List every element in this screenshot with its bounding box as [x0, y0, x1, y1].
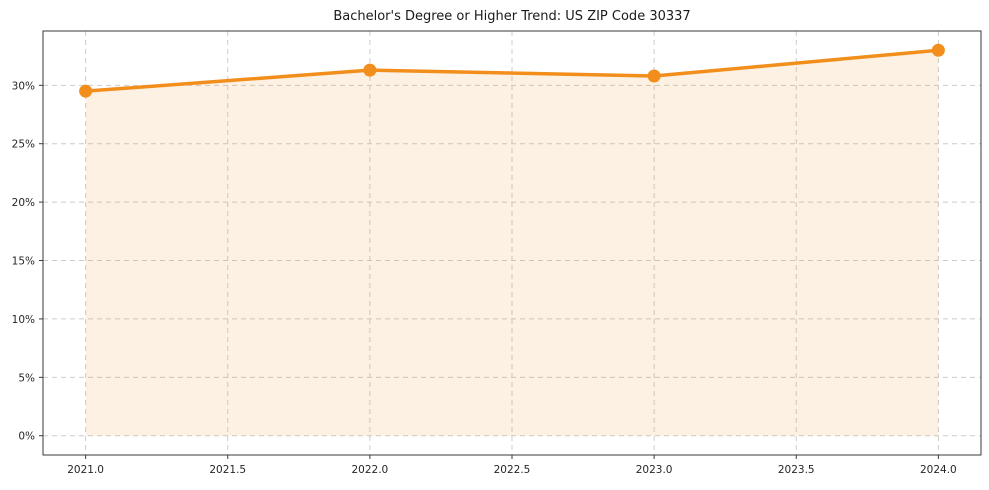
- x-tick-label: 2022.0: [352, 464, 389, 476]
- trend-line: [83, 48, 941, 93]
- data-point-marker: [79, 84, 93, 98]
- x-tick-label: 2023.0: [636, 464, 673, 476]
- y-tick-label: 25%: [12, 139, 35, 151]
- y-tick-label: 10%: [12, 314, 35, 326]
- data-point-marker: [931, 43, 945, 57]
- data-point-marker: [647, 69, 661, 83]
- x-tick-label: 2024.0: [920, 464, 957, 476]
- y-tick-label: 20%: [12, 197, 35, 209]
- y-tick-label: 0%: [18, 431, 35, 443]
- x-tick-label: 2021.0: [67, 464, 104, 476]
- area-fill: [85, 50, 939, 436]
- y-tick-label: 15%: [12, 256, 35, 268]
- chart-title: Bachelor's Degree or Higher Trend: US ZI…: [333, 9, 691, 24]
- x-tick-label: 2021.5: [209, 464, 246, 476]
- x-tick-label: 2023.5: [778, 464, 815, 476]
- x-tick-label: 2022.5: [494, 464, 531, 476]
- y-tick-label: 5%: [18, 372, 35, 384]
- data-point-marker: [363, 63, 377, 77]
- y-tick-label: 30%: [12, 80, 35, 92]
- plot-border: [42, 30, 982, 456]
